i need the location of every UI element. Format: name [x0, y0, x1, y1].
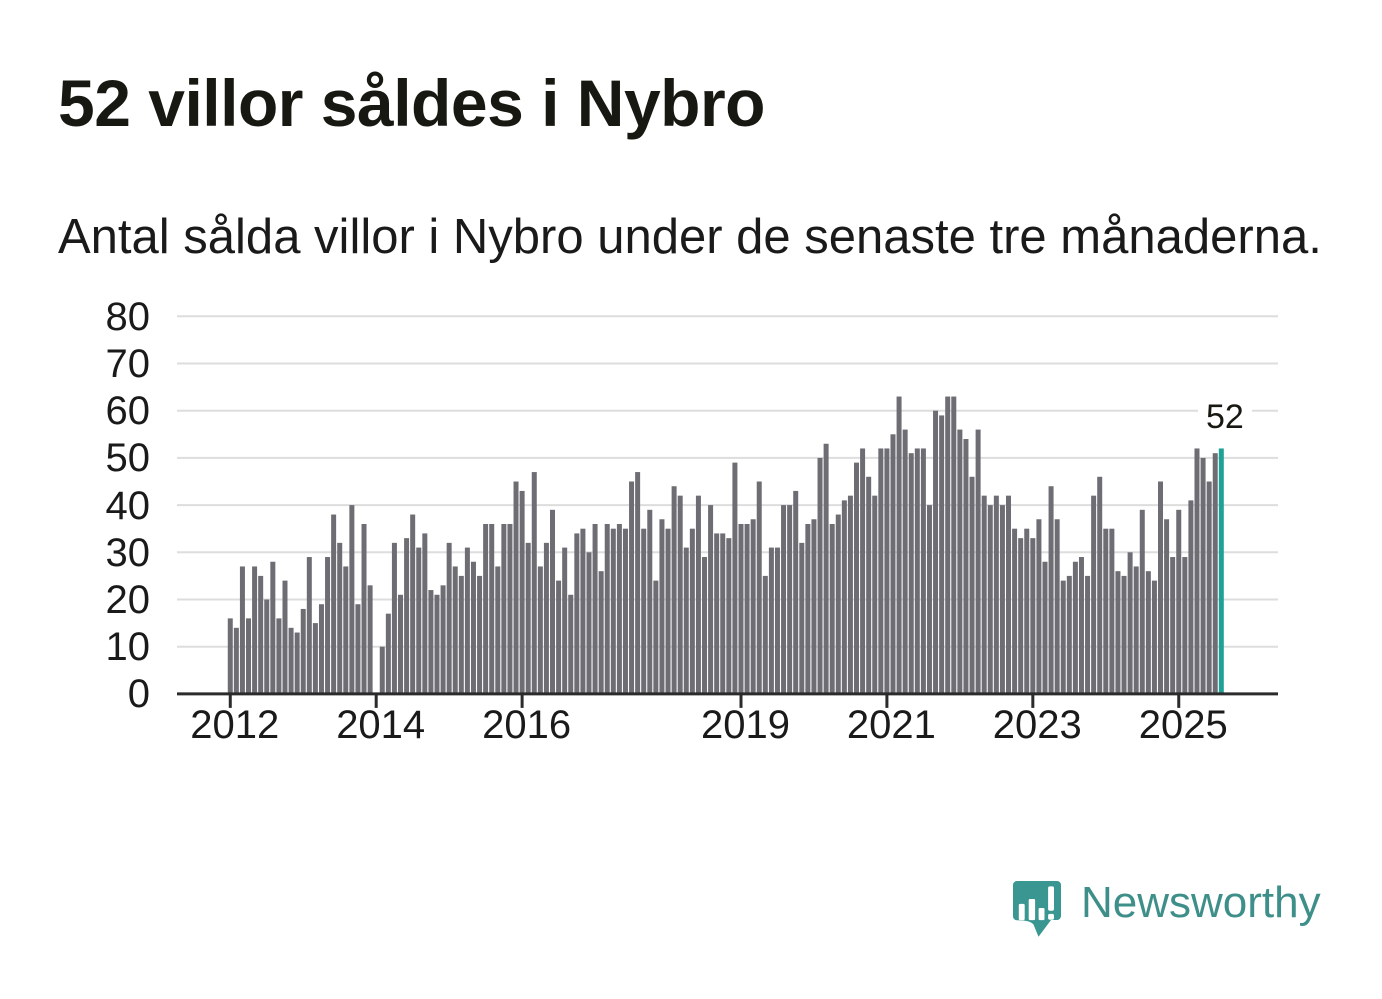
svg-text:Newsworthy: Newsworthy [1081, 878, 1321, 927]
